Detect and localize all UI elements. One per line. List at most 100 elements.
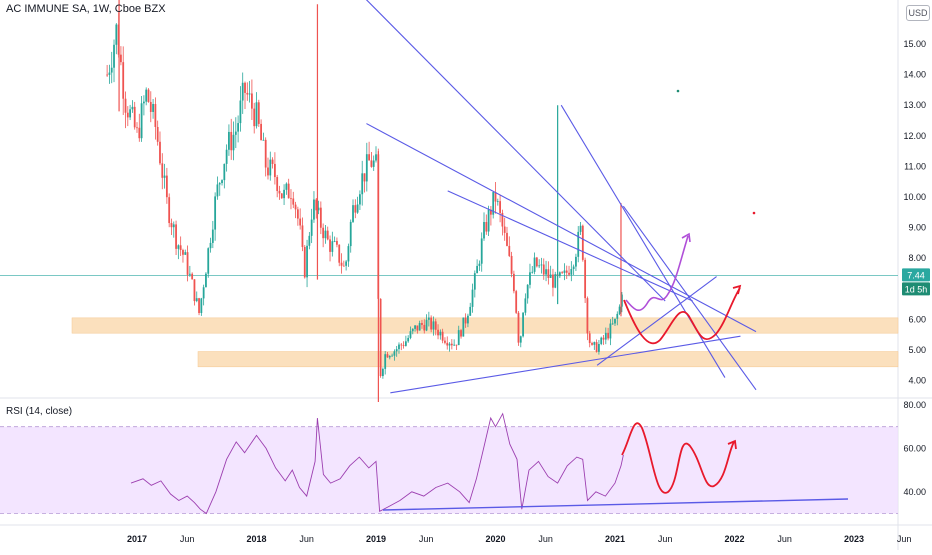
candle-body [136, 127, 138, 129]
time-axis-tick: 2020 [485, 534, 505, 544]
candle-body [423, 324, 426, 331]
candle-body [600, 337, 603, 344]
candle-body [120, 54, 122, 63]
candle-body [584, 259, 587, 299]
candle-body [336, 240, 338, 245]
candle-body [154, 104, 157, 127]
currency-badge[interactable]: USD [906, 5, 930, 21]
candle-body [126, 112, 129, 118]
candle-body [188, 273, 191, 275]
candle-body [108, 72, 111, 75]
candle-body [478, 263, 481, 266]
rsi-trendline [382, 498, 849, 511]
candle-body [462, 317, 465, 337]
candle-body [549, 274, 552, 278]
candle-body [313, 199, 315, 220]
candle-body [395, 349, 398, 352]
candle-body [244, 82, 246, 93]
candle-body [191, 273, 194, 280]
candle-body [168, 197, 171, 224]
candle-body [425, 319, 428, 331]
candle-body [499, 201, 501, 213]
candle-body [296, 209, 299, 219]
candle-body [512, 273, 515, 292]
candle-body [317, 207, 320, 211]
candle-body [365, 154, 368, 182]
candle-body [391, 355, 393, 357]
time-axis-tick: Jun [777, 534, 792, 544]
candle-body [604, 332, 607, 340]
candle-body [315, 199, 318, 211]
candle-body [510, 255, 513, 274]
candle-body [386, 354, 389, 358]
candle-body [237, 123, 240, 132]
candle-body [446, 342, 449, 346]
candle-body [487, 209, 490, 232]
candle-body [533, 257, 536, 272]
candle-body [170, 223, 173, 228]
marker-dot [676, 89, 680, 93]
candle-body [545, 269, 547, 275]
candle-body [579, 225, 582, 232]
candle-body [283, 189, 285, 199]
candle-body [294, 204, 297, 210]
candle-body [338, 244, 341, 263]
price-axis-tick: 13.00 [903, 100, 926, 110]
candle-body [345, 261, 348, 266]
candle-body [287, 183, 290, 199]
candle-body [473, 273, 476, 290]
candle-body [149, 101, 152, 112]
candle-body [193, 279, 196, 302]
time-axis-tick: 2021 [605, 534, 625, 544]
candle-body [572, 266, 575, 270]
candle-body [172, 224, 175, 228]
candle-body [326, 230, 329, 240]
candle-body [246, 92, 249, 95]
candle-body [464, 317, 467, 324]
candle-body [299, 218, 302, 226]
candle-body [558, 272, 561, 277]
candle-body [388, 356, 391, 358]
candle-body [198, 298, 200, 313]
candle-body [437, 329, 439, 336]
candle-body [379, 298, 382, 377]
candle-body [352, 205, 354, 222]
candle-body [349, 221, 352, 247]
price-axis-tick: 10.00 [903, 192, 926, 202]
candle-body [175, 224, 177, 249]
candle-body [363, 173, 366, 182]
candle-body [450, 343, 453, 346]
candle-body [453, 344, 456, 346]
candle-body [361, 173, 364, 195]
candle-body [439, 331, 442, 336]
candle-body [616, 313, 619, 319]
candle-body [273, 163, 276, 178]
candle-body [267, 167, 269, 176]
candle-body [200, 298, 203, 313]
candle-body [381, 368, 384, 377]
candle-body [290, 198, 292, 200]
candle-body [444, 340, 446, 343]
candle-body [354, 205, 357, 213]
candle-body [593, 342, 596, 345]
countdown-tag [902, 282, 930, 296]
candle-body [554, 274, 557, 288]
rsi-title: RSI (14, close) [6, 406, 73, 417]
candle-body [138, 127, 141, 139]
time-axis-tick: Jun [299, 534, 314, 544]
candle-body [248, 93, 251, 95]
candle-body [418, 322, 421, 331]
candle-body [264, 139, 267, 168]
candle-body [515, 291, 518, 313]
candle-body [239, 100, 242, 124]
candle-body [251, 93, 253, 109]
candle-body [483, 222, 485, 239]
candle-body [547, 269, 550, 278]
candle-body [411, 328, 414, 332]
candle-body [342, 265, 345, 267]
candle-body [106, 74, 109, 76]
candle-body [177, 245, 180, 249]
candle-body [563, 270, 566, 273]
candle-body [110, 67, 113, 73]
